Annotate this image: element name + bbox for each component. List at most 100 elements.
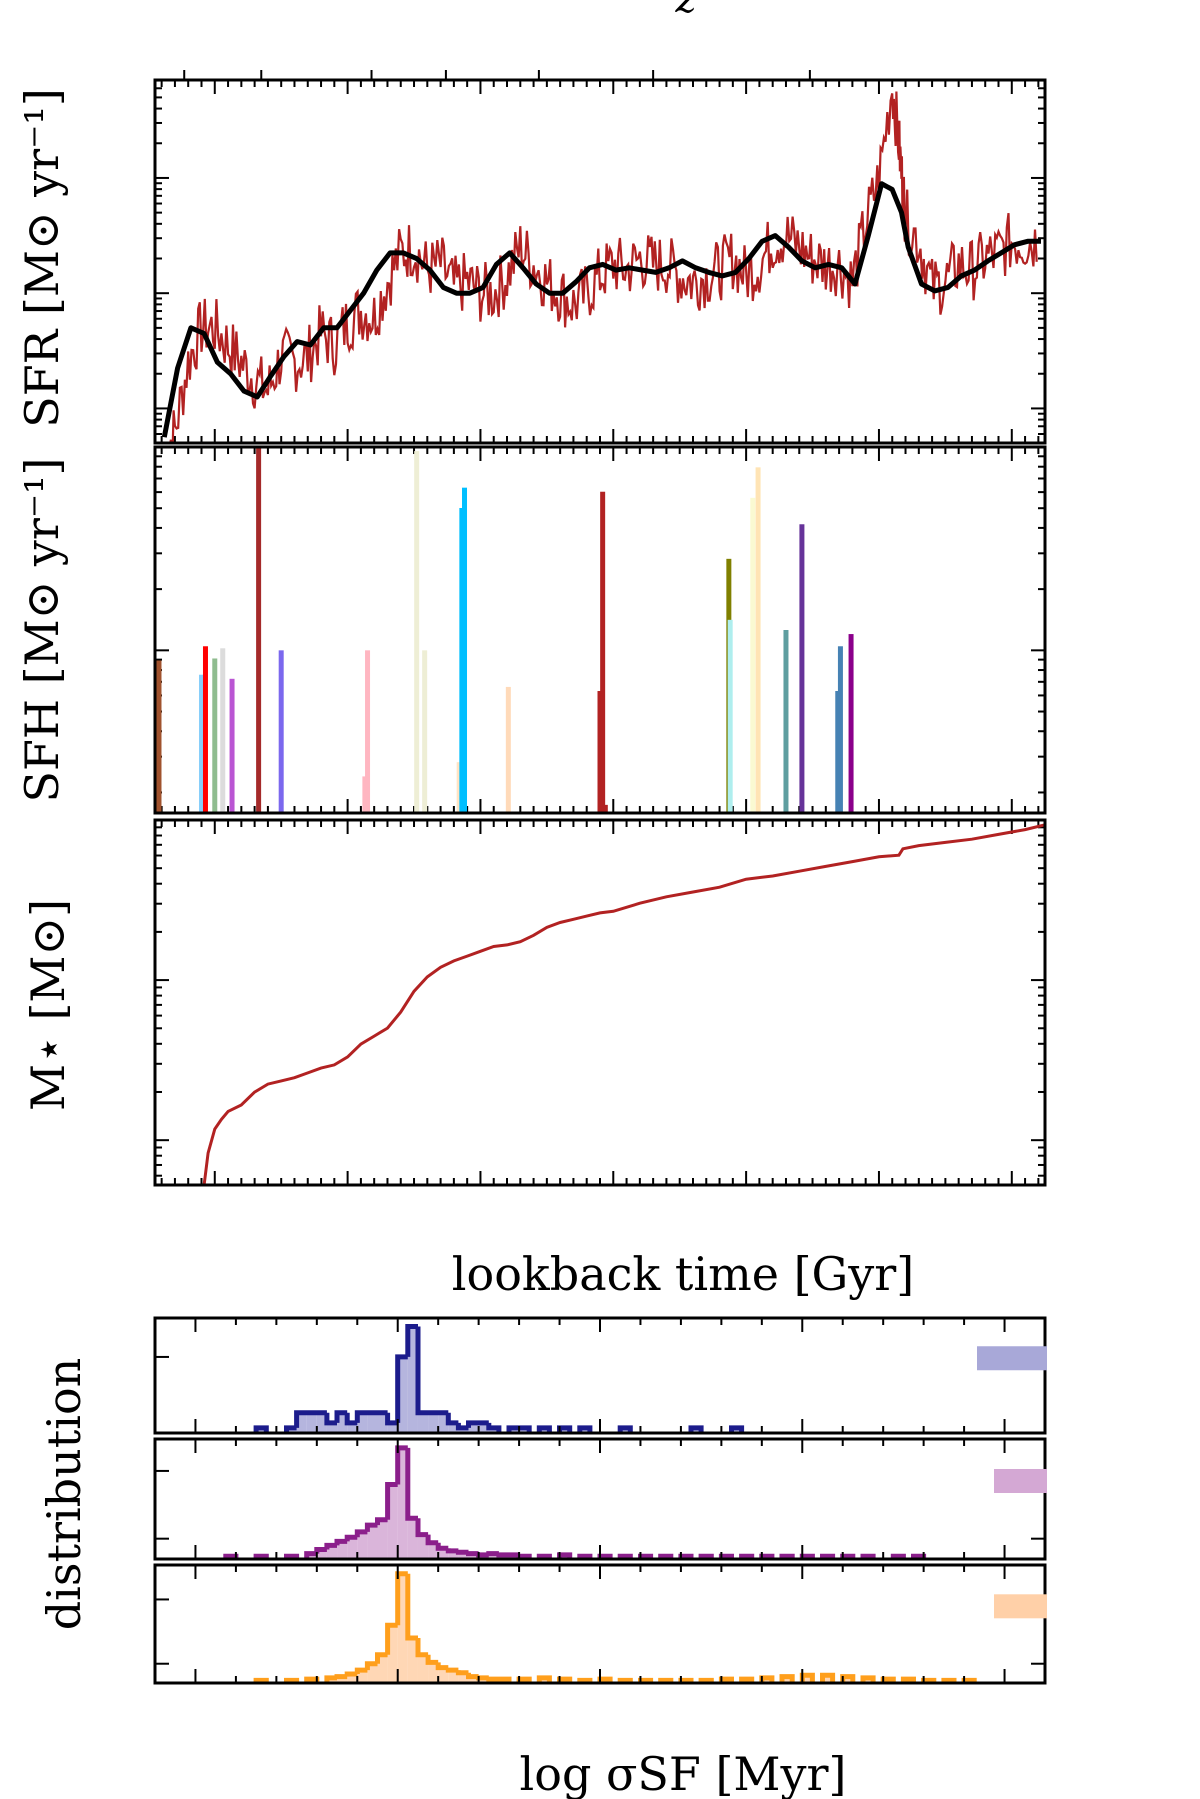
sfh-ylabel: SFH [M⊙ yr⁻¹] [15, 457, 69, 802]
hist-bar [458, 1427, 469, 1433]
distribution-ylabel: distribution [37, 1358, 91, 1631]
hist-bar [347, 1674, 358, 1683]
hist-bar [397, 1447, 408, 1559]
sfh-spike [462, 487, 468, 813]
sfh-spike [848, 634, 854, 813]
legend-swatch [994, 1594, 1047, 1619]
hist-bar [407, 1638, 418, 1683]
hist-bar [458, 1552, 469, 1559]
sfh-spike [229, 678, 235, 813]
hist-bar [347, 1422, 358, 1433]
hist-bar [357, 1412, 368, 1433]
hist-bar [448, 1670, 459, 1683]
sfr-smoothed-series [161, 181, 1041, 438]
hist-bar [326, 1422, 338, 1433]
hist-bar [326, 1545, 338, 1559]
hist-bar [802, 1675, 813, 1683]
sfh-spike [727, 619, 733, 813]
hist-bar [428, 1662, 439, 1683]
hist-bar [519, 1427, 530, 1433]
hist-bar [731, 1427, 742, 1433]
hist-bar [438, 1412, 449, 1433]
sfh-spike [837, 646, 843, 813]
hist-bar [620, 1427, 631, 1433]
hist-bar [428, 1412, 439, 1433]
hist-bar [478, 1422, 489, 1433]
hist-bar [488, 1427, 499, 1433]
hist-bar [367, 1663, 378, 1683]
hist-bar [468, 1676, 479, 1683]
hist-bar [256, 1427, 267, 1433]
hist-frame [153, 1316, 1047, 1435]
sfr-raw-series [169, 91, 1038, 443]
sfh-spike [256, 447, 262, 813]
hist-bar [559, 1427, 570, 1433]
sfh-panel [153, 445, 1047, 815]
hist-bar [387, 1422, 398, 1433]
hist-bar [488, 1553, 499, 1559]
hist-bar [417, 1412, 429, 1433]
hist-bar [539, 1677, 550, 1683]
sfh-spike [799, 524, 805, 813]
sfh-spike [365, 650, 371, 813]
sfh-spike [783, 630, 789, 813]
hist-bar [337, 1541, 348, 1559]
hist-outline [253, 1571, 977, 1683]
hist-bar [842, 1676, 853, 1683]
hist-bar [387, 1484, 398, 1559]
hist-frame [153, 1437, 1047, 1561]
hist-bar [438, 1548, 449, 1559]
hist-bar [377, 1412, 388, 1433]
legend-swatch [977, 1346, 1047, 1371]
stellar-mass-panel [153, 818, 1047, 1187]
sfh-spike [597, 691, 603, 813]
hist-bar [377, 1519, 388, 1559]
hist-bar [367, 1525, 378, 1559]
hist-bar [397, 1573, 408, 1683]
hist-bar [347, 1537, 358, 1559]
legend-swatch [994, 1469, 1047, 1493]
lookback-xlabel: lookback time [Gyr] [452, 1247, 914, 1301]
hist-bar [691, 1427, 702, 1433]
mstar-series [202, 823, 1046, 1186]
sigma-xlabel: log σSF [Myr] [520, 1747, 847, 1799]
sfh-spike [202, 646, 208, 813]
hist-bar [306, 1412, 317, 1433]
sfh-spike [750, 497, 756, 813]
hist-bar [306, 1553, 317, 1559]
hist-bar [377, 1654, 388, 1683]
hist-bar [316, 1412, 327, 1433]
hist-bar [822, 1675, 833, 1683]
hist-bar [782, 1676, 793, 1683]
sfh-spike [602, 804, 608, 813]
sfh-spike [198, 674, 204, 813]
hist-bar [407, 1518, 418, 1559]
mstar-ylabel: M⋆ [M⊙] [21, 899, 75, 1111]
hist-outline [223, 1445, 927, 1559]
hist-bar [316, 1549, 327, 1559]
hist-bar [448, 1550, 459, 1559]
sfh-spike [835, 691, 841, 813]
hist-bar [417, 1534, 429, 1559]
hist-bar [761, 1677, 772, 1683]
hist-bar [438, 1667, 449, 1683]
hist-bar [579, 1427, 590, 1433]
sfh-spike [362, 776, 368, 813]
sfh-spike [156, 660, 162, 813]
hist-bar [337, 1412, 348, 1433]
hist-frame [153, 1563, 1047, 1685]
sfr-top-xlabel: z [674, 0, 697, 22]
sfh-frame [153, 445, 1047, 815]
hist-bar [397, 1356, 408, 1433]
distribution-panels [153, 1316, 1047, 1685]
hist-bar [458, 1672, 469, 1683]
hist-bar [478, 1677, 489, 1683]
sfh-spike [755, 467, 761, 813]
sfh-spike [220, 648, 226, 813]
hist-bar [357, 1531, 368, 1559]
sfr-panel [153, 70, 1047, 445]
sfh-spike [212, 658, 218, 813]
hist-bar [286, 1427, 297, 1433]
sfh-spike [600, 491, 606, 813]
